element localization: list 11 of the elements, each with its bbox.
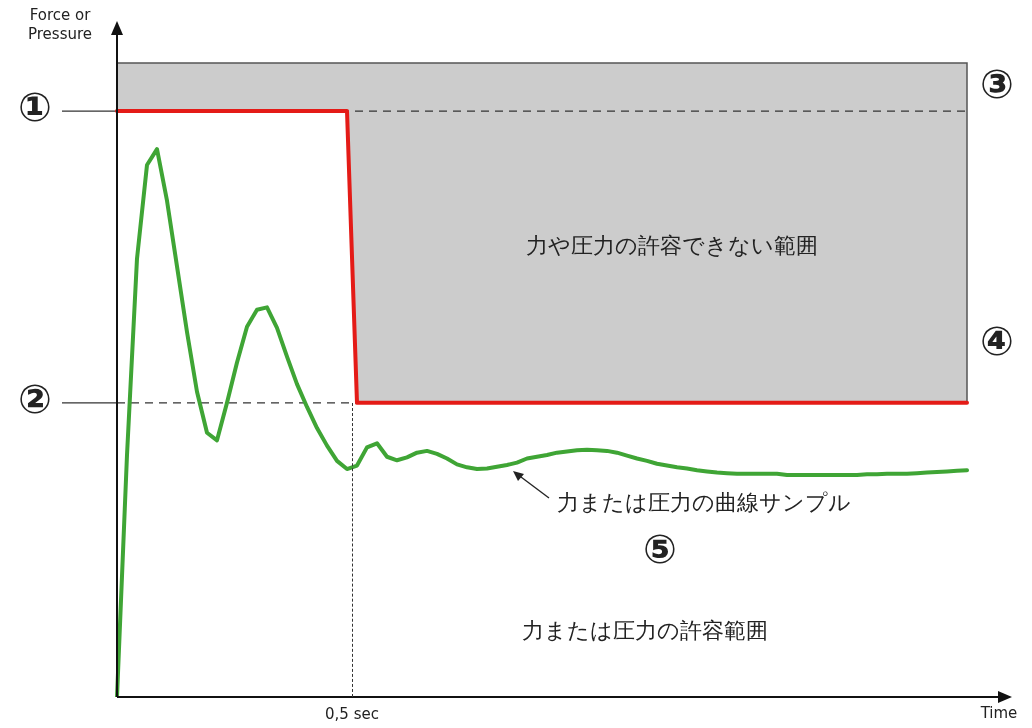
text: 0,5 sec	[325, 704, 379, 723]
text: ④	[980, 318, 1014, 365]
text: ③	[980, 61, 1014, 108]
annotation: 力または圧力の許容範囲	[522, 617, 768, 643]
ref-line-label: ②	[18, 376, 52, 423]
annotation: ⑤	[643, 526, 677, 573]
annotation: 力や圧力の許容できない範囲	[526, 232, 818, 258]
annotation: 力または圧力の曲線サンプル	[557, 489, 851, 515]
x-axis-title: Time	[979, 704, 1019, 722]
ref-line-label: ①	[18, 84, 52, 131]
y-axis-title: Force or Pressure	[26, 6, 94, 44]
